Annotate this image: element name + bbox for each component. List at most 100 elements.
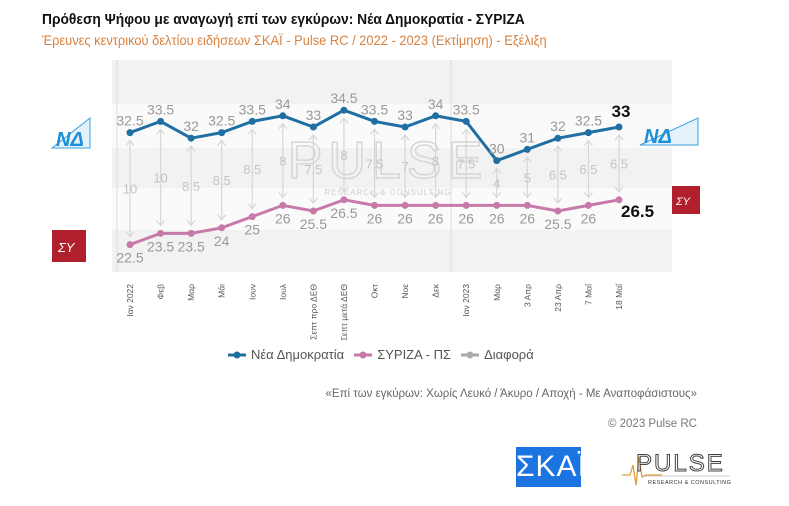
legend-item-syriza: ΣΥΡΙΖΑ - ΠΣ xyxy=(354,347,451,362)
legend-marker-diff-icon xyxy=(461,351,480,358)
x-tick-label: Οκτ xyxy=(370,283,380,298)
diff-arrow-head xyxy=(156,220,166,227)
syriza-logo-left: ΣΥ xyxy=(52,230,86,262)
legend-label-nd: Νέα Δημοκρατία xyxy=(251,347,345,362)
x-tick-label: Σεπτ προ ΔΕΘ xyxy=(308,284,318,340)
syriza-data-label: 24 xyxy=(214,233,230,249)
x-tick-label: Μάι xyxy=(217,284,227,298)
syriza-data-label: 26 xyxy=(397,210,413,226)
legend-item-nd: Νέα Δημοκρατία xyxy=(228,347,344,362)
diff-arrow-head xyxy=(522,156,532,163)
nd-point xyxy=(432,112,440,120)
syriza-point xyxy=(554,207,562,215)
diff-arrow-head xyxy=(614,186,624,193)
syriza-data-label: 26.5 xyxy=(330,205,357,221)
syriza-point xyxy=(279,201,287,209)
diff-arrow-head xyxy=(583,139,593,146)
x-tick-label: Ιαν 2022 xyxy=(125,284,135,317)
nd-data-label: 32.5 xyxy=(575,113,602,129)
copyright: © 2023 Pulse RC xyxy=(607,418,697,430)
syriza-point xyxy=(493,201,501,209)
grid-band xyxy=(112,60,672,104)
nd-data-label: 33 xyxy=(306,107,322,123)
nd-point xyxy=(615,123,623,131)
syriza-point xyxy=(584,201,592,209)
syriza-point xyxy=(340,196,348,204)
diff-data-label: 6.5 xyxy=(610,156,628,171)
chart-legend: Νέα Δημοκρατία ΣΥΡΙΖΑ - ΠΣ Διαφορά xyxy=(228,347,534,362)
svg-text:ΣΥ: ΣΥ xyxy=(675,196,691,208)
diff-data-label: 7.5 xyxy=(457,156,475,171)
nd-data-label: 33.5 xyxy=(239,101,266,117)
diff-data-label: 8 xyxy=(432,154,439,169)
pulse-watermark: PULSE RESEARCH & CONSULTING xyxy=(287,131,489,197)
diff-arrow-head xyxy=(461,192,471,199)
syriza-point xyxy=(523,201,531,209)
diff-arrow-head xyxy=(370,192,379,199)
diff-arrow-head xyxy=(553,145,563,152)
nd-point xyxy=(554,134,562,142)
diff-arrow-head xyxy=(339,186,349,193)
x-tick-label: Ιαν 2023 xyxy=(461,284,471,317)
nd-data-label: 32.5 xyxy=(116,113,143,129)
diff-arrow-head xyxy=(247,128,257,135)
x-tick-label: Νοε xyxy=(400,284,410,299)
x-tick-label: Μαρ xyxy=(186,284,196,301)
syriza-point xyxy=(157,229,165,237)
diff-arrow-head xyxy=(583,192,593,199)
diff-data-label: 7.5 xyxy=(365,156,383,171)
diff-arrow-head xyxy=(278,122,288,130)
nd-data-label: 34 xyxy=(428,96,444,112)
svg-text:RESEARCH & CONSULTING: RESEARCH & CONSULTING xyxy=(648,480,731,486)
x-tick-label: Σεπτ μετά ΔΕΘ xyxy=(339,284,349,340)
nd-point xyxy=(401,123,409,131)
legend-label-syriza: ΣΥΡΙΖΑ - ΠΣ xyxy=(377,347,452,362)
nd-data-label: 32 xyxy=(183,118,199,134)
diff-data-label: 7.5 xyxy=(304,162,322,177)
nd-point xyxy=(462,117,470,125)
diff-arrow-head xyxy=(125,231,135,238)
x-tick-label: Μαρ xyxy=(492,284,502,301)
nd-data-label: 33 xyxy=(397,107,413,123)
diff-arrow-head xyxy=(553,197,563,204)
nd-data-label: 33.5 xyxy=(147,101,174,117)
syriza-point xyxy=(615,196,623,204)
syriza-point xyxy=(309,207,317,215)
nd-point xyxy=(187,134,195,142)
diff-arrow-head xyxy=(492,192,502,199)
nd-point xyxy=(340,106,348,114)
syriza-data-label: 25.5 xyxy=(544,216,571,232)
diff-arrow-head xyxy=(614,134,624,141)
diff-arrow-head xyxy=(339,117,349,124)
diff-arrow-head xyxy=(492,167,502,174)
nd-data-label: 33.5 xyxy=(361,101,388,117)
x-tick-label: Δεκ xyxy=(431,283,441,297)
legend-marker-nd-icon xyxy=(228,351,246,358)
nd-data-label: 33 xyxy=(612,102,631,121)
footnote: «Επί των εγκύρων: Χωρίς Λευκό / Άκυρο / … xyxy=(325,388,697,400)
nd-data-label: 31 xyxy=(520,129,536,145)
syriza-data-label: 25 xyxy=(244,222,260,238)
svg-text:ΣΥ: ΣΥ xyxy=(57,240,76,255)
diff-data-label: 6.5 xyxy=(549,168,567,183)
syriza-data-label: 26 xyxy=(458,210,474,226)
syriza-point xyxy=(401,201,409,209)
nd-data-label: 34 xyxy=(275,96,291,112)
nd-data-label: 33.5 xyxy=(453,101,480,117)
x-tick-label: 23 Απρ xyxy=(553,284,563,312)
skai-logo: ΣΚΑΪ xyxy=(516,447,586,487)
nd-point xyxy=(309,123,317,131)
syriza-data-label: 23.5 xyxy=(178,238,205,254)
svg-text:PULSE: PULSE xyxy=(288,132,489,190)
nd-data-label: 34.5 xyxy=(330,90,357,106)
svg-text:RESEARCH & CONSULTING: RESEARCH & CONSULTING xyxy=(324,188,451,197)
diff-arrow-head xyxy=(217,139,227,146)
nd-point xyxy=(371,117,378,125)
grid-band xyxy=(112,188,672,230)
nd-point xyxy=(157,117,165,125)
diff-data-label: 7 xyxy=(401,159,408,174)
syriza-data-label: 26 xyxy=(275,210,291,226)
line-chart: PULSE RESEARCH & CONSULTING 10 10 8.5 8.5 8.… xyxy=(50,60,700,340)
grid-band xyxy=(112,230,672,272)
diff-data-label: 10 xyxy=(123,182,137,197)
